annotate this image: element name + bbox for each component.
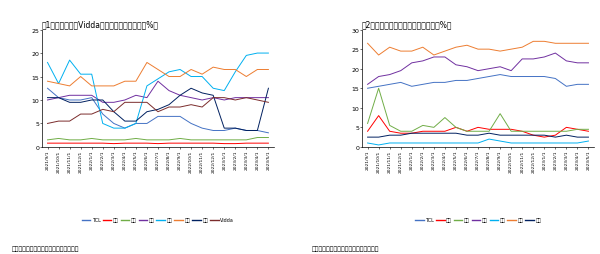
Legend: TCL, 三星, 索尼, 创维, 小米, 海信, 海尔: TCL, 三星, 索尼, 创维, 小米, 海信, 海尔 [413,215,543,224]
Text: 图2：线下海信销量市占率同比提升（%）: 图2：线下海信销量市占率同比提升（%） [362,21,452,30]
Text: 图1：线上海信和Vidda销量市占率同比提升（%）: 图1：线上海信和Vidda销量市占率同比提升（%） [42,21,159,30]
Legend: TCL, 三星, 索尼, 创维, 小米, 海信, 海尔, Vidda: TCL, 三星, 索尼, 创维, 小米, 海信, 海尔, Vidda [80,215,236,224]
Text: 数据来源：奥维云网、国泰君安证券研究: 数据来源：奥维云网、国泰君安证券研究 [12,246,79,251]
Text: 数据来源：奥维云网、国泰君安证券研究: 数据来源：奥维云网、国泰君安证券研究 [312,246,380,251]
